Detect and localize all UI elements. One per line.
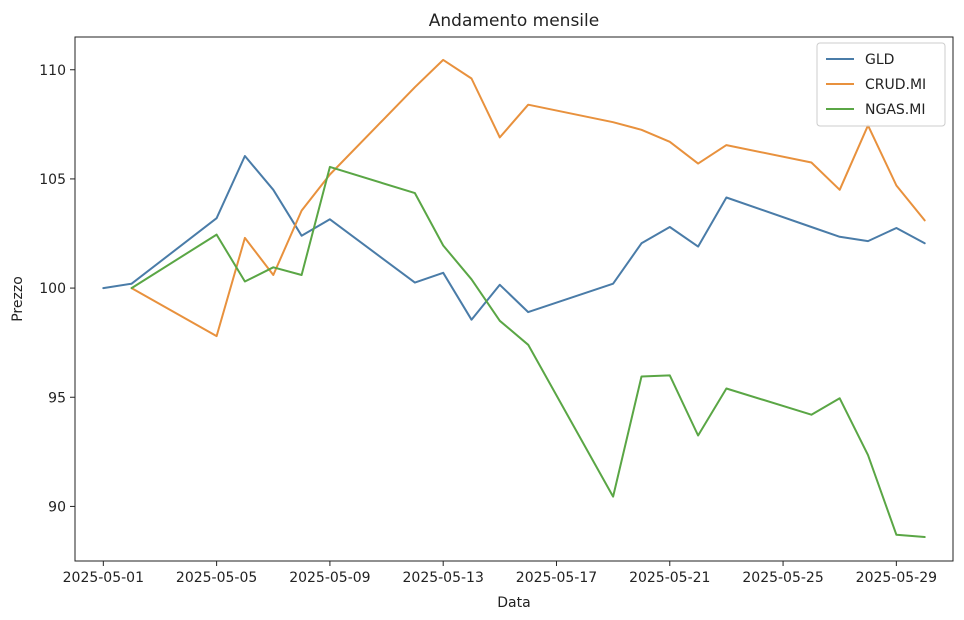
x-tick-label: 2025-05-17 (516, 570, 597, 586)
x-tick-label: 2025-05-05 (176, 570, 257, 586)
chart-title: Andamento mensile (429, 11, 599, 31)
x-tick-label: 2025-05-21 (629, 570, 710, 586)
y-axis-ticks: 90 95 100 105 110 (39, 63, 75, 515)
y-tick-label: 100 (39, 281, 66, 297)
series-line-gld (102, 155, 926, 321)
x-tick-label: 2025-05-01 (63, 570, 144, 586)
legend-label: CRUD.MI (865, 77, 926, 93)
x-tick-label: 2025-05-29 (856, 570, 937, 586)
y-tick-label: 95 (48, 390, 66, 406)
plot-frame (74, 36, 954, 562)
plot-area (102, 58, 926, 538)
y-tick-label: 110 (39, 63, 66, 79)
x-axis-ticks: 2025-05-01 2025-05-05 2025-05-09 2025-05-13… (63, 561, 937, 586)
series-line-crud-mi (130, 58, 926, 338)
x-tick-label: 2025-05-09 (289, 570, 370, 586)
x-tick-label: 2025-05-25 (742, 570, 823, 586)
legend-box (816, 42, 946, 127)
legend-label: NGAS.MI (865, 102, 925, 118)
series-line-ngas-mi (130, 165, 926, 538)
y-tick-label: 90 (48, 499, 66, 515)
y-tick-label: 105 (39, 172, 66, 188)
y-axis-label: Prezzo (10, 276, 26, 322)
legend: GLD CRUD.MI NGAS.MI (816, 42, 946, 127)
x-tick-label: 2025-05-13 (403, 570, 484, 586)
legend-label: GLD (865, 52, 894, 68)
x-axis-label: Data (497, 595, 530, 611)
